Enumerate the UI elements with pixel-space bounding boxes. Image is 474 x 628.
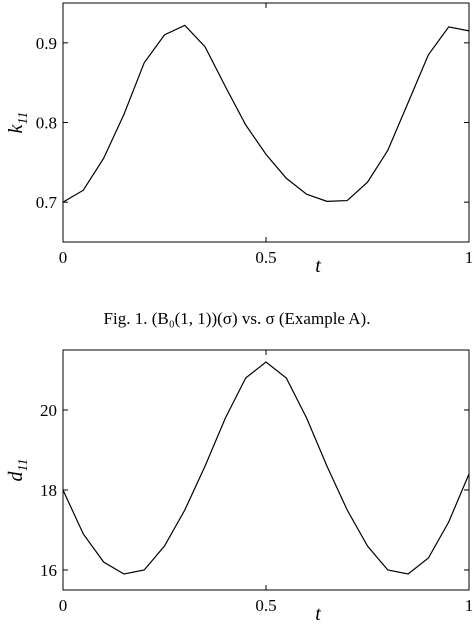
x-tick-label: 0 bbox=[59, 596, 68, 615]
x-tick-label: 0.5 bbox=[255, 596, 276, 615]
y-axis-title: d11 bbox=[5, 459, 31, 482]
y-axis-title: k11 bbox=[5, 112, 31, 134]
y-tick-label: 0.8 bbox=[36, 114, 57, 133]
y-tick-label: 0.7 bbox=[36, 193, 58, 212]
plot-frame bbox=[62, 349, 470, 591]
x-axis-title: t bbox=[315, 603, 321, 625]
line-series bbox=[62, 24, 470, 203]
x-tick-label: 0.5 bbox=[255, 248, 276, 267]
y-tick-label: 16 bbox=[40, 561, 57, 580]
plot-frame bbox=[62, 2, 470, 243]
y-axis-title-subscript: 11 bbox=[16, 459, 31, 472]
x-axis-title: t bbox=[315, 255, 321, 277]
y-axis-title-main: d bbox=[5, 470, 27, 481]
y-axis-title-subscript: 11 bbox=[16, 112, 31, 125]
y-tick-label: 18 bbox=[40, 481, 57, 500]
caption: Fig. 1. (B₀(1, 1))(σ) vs. σ (Example A). bbox=[104, 309, 371, 328]
y-axis-title-main: k bbox=[5, 123, 27, 133]
y-tick-label: 20 bbox=[40, 401, 57, 420]
x-tick-label: 1 bbox=[465, 248, 474, 267]
x-tick-label: 1 bbox=[465, 596, 474, 615]
line-series bbox=[62, 361, 470, 575]
x-tick-label: 0 bbox=[59, 248, 68, 267]
y-tick-label: 0.9 bbox=[36, 34, 57, 53]
